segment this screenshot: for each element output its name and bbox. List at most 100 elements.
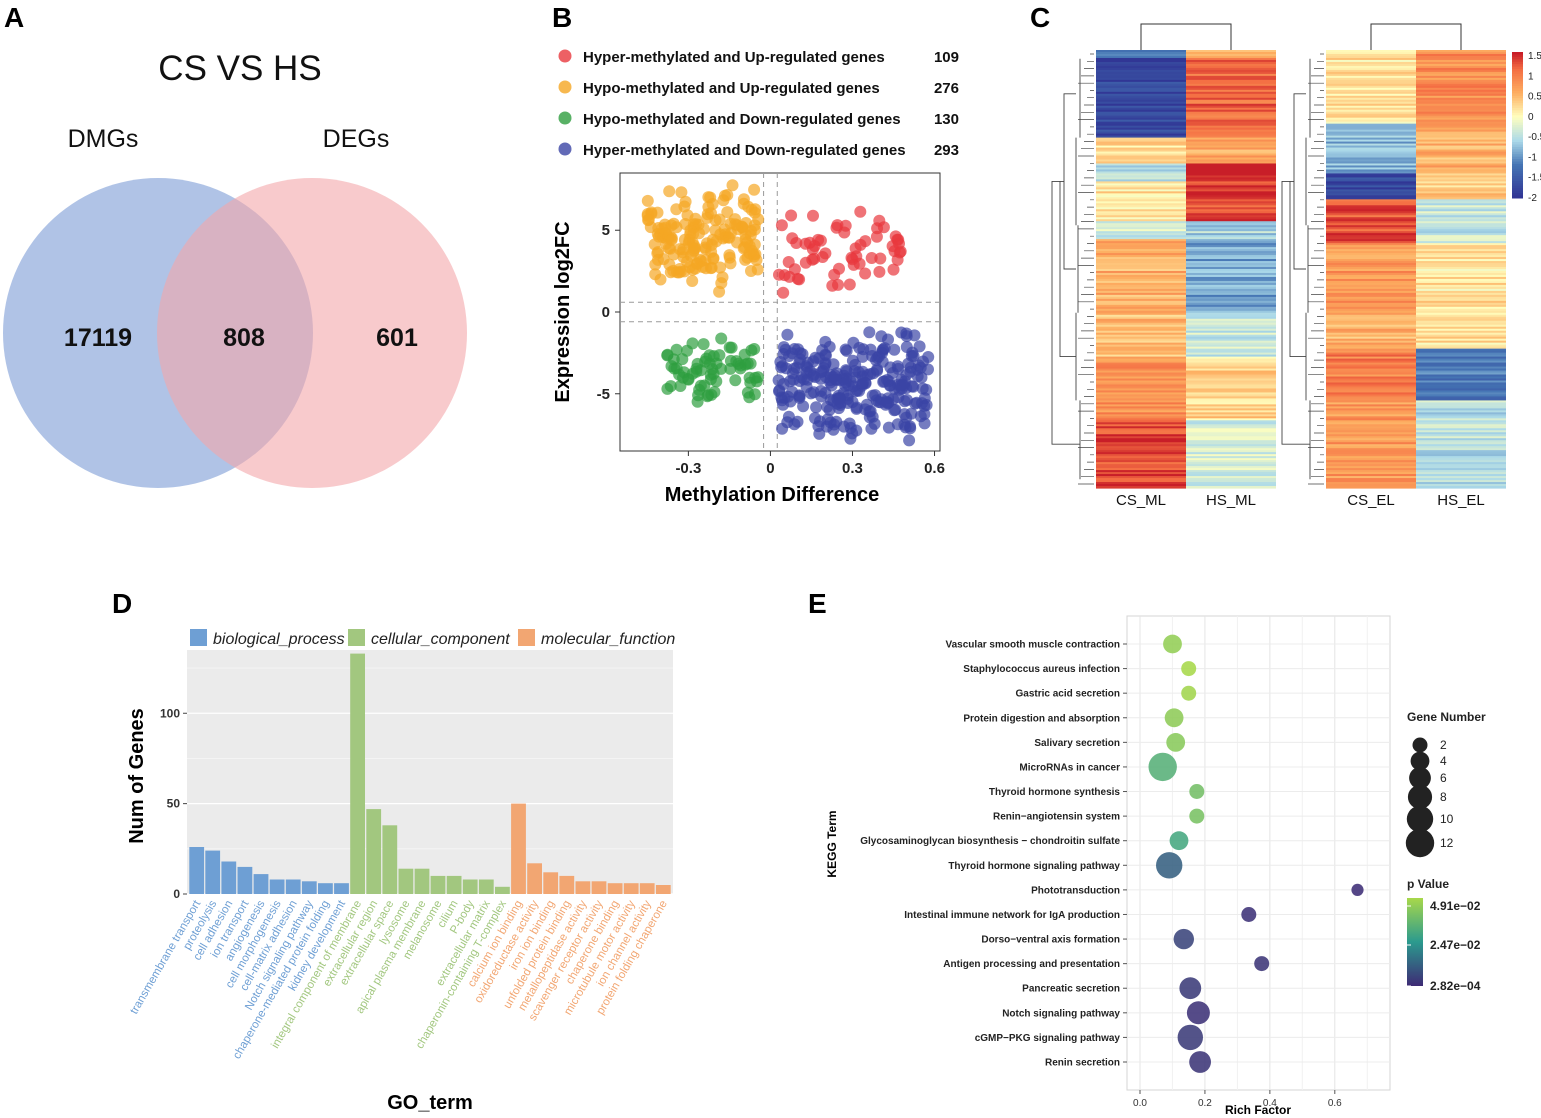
heatmap-cell [1096, 265, 1186, 268]
heatmap-cell [1326, 131, 1416, 135]
scatter-point [670, 343, 683, 356]
heatmap-cell [1186, 123, 1276, 127]
heatmap-cell [1416, 466, 1506, 469]
heatmap-cell [1326, 243, 1416, 246]
color-scale-segment [1512, 105, 1523, 109]
scatter-point [703, 349, 716, 362]
legend-label: Hyper-methylated and Down-regulated gene… [583, 142, 906, 159]
heatmap-cell [1416, 458, 1506, 461]
scatter-point [878, 342, 891, 355]
heatmap-cell [1186, 320, 1276, 324]
heatmap-cell [1186, 91, 1276, 95]
size-legend-dot [1407, 784, 1433, 810]
heatmap-cell [1186, 125, 1276, 129]
heatmap-cell [1096, 270, 1186, 274]
heatmap-cell [1416, 253, 1506, 256]
heatmap-cell [1186, 135, 1276, 139]
heatmap-cell [1326, 203, 1416, 206]
heatmap-cell [1416, 288, 1506, 292]
heatmap-cell [1416, 428, 1506, 431]
heatmap-cell [1416, 424, 1506, 427]
heatmap-cell [1416, 259, 1506, 262]
bar [575, 881, 591, 894]
heatmap-cell [1326, 476, 1416, 479]
heatmap-cell [1096, 155, 1186, 159]
heatmap-cell [1416, 430, 1506, 433]
scatter-point [821, 400, 834, 413]
heatmap-cell [1096, 330, 1186, 334]
heatmap-cell [1186, 261, 1276, 264]
heatmap-cell [1096, 103, 1186, 107]
heatmap-cell [1416, 141, 1506, 145]
scatter-point [663, 185, 676, 198]
heatmap-cell [1326, 320, 1416, 324]
heatmap-cell [1186, 476, 1276, 479]
heatmap-cell [1416, 65, 1506, 69]
heatmap-cell [1416, 195, 1506, 198]
heatmap-cell [1096, 416, 1186, 419]
color-scale-segment [1512, 110, 1523, 114]
heatmap-cell [1326, 406, 1416, 409]
color-scale-segment [1512, 144, 1523, 148]
heatmap-cell [1416, 308, 1506, 312]
heatmap-cell [1416, 163, 1506, 167]
heatmap-cell [1326, 368, 1416, 372]
heatmap-cell [1096, 428, 1186, 431]
scatter-point [706, 233, 719, 246]
heatmap-cell [1096, 97, 1186, 101]
heatmap-cell [1186, 241, 1276, 244]
heatmap-cell [1326, 237, 1416, 240]
heatmap-cell [1096, 95, 1186, 99]
heatmap-cell [1186, 302, 1276, 306]
venn-left-count: 17119 [64, 324, 132, 352]
heatmap-cell [1416, 366, 1506, 370]
heatmap-cell [1186, 71, 1276, 75]
kegg-bubble [1148, 752, 1177, 782]
heatmap-cell [1186, 53, 1276, 57]
heatmap-cell [1186, 480, 1276, 483]
heatmap-cell [1326, 165, 1416, 169]
heatmap-cell [1326, 259, 1416, 262]
heatmap-cell [1416, 294, 1506, 298]
kegg-bubble [1169, 831, 1189, 851]
heatmap-cell [1186, 342, 1276, 346]
heatmap-cell [1416, 71, 1506, 75]
color-scale-segment [1512, 81, 1523, 85]
heatmap-cell [1326, 119, 1416, 123]
heatmap-cell [1096, 205, 1186, 208]
color-scale-segment [1512, 151, 1523, 155]
heatmap-cell [1326, 294, 1416, 298]
heatmap-cell [1186, 181, 1276, 184]
heatmap-cell [1416, 227, 1506, 230]
scatter-point [641, 208, 654, 220]
heatmap-cell [1186, 265, 1276, 268]
heatmap-cell [1186, 255, 1276, 258]
heatmap-cell [1186, 414, 1276, 417]
scatter-point [839, 343, 852, 356]
heatmap-cell [1096, 394, 1186, 398]
heatmap-cell [1326, 280, 1416, 284]
heatmap-cell [1416, 79, 1506, 83]
heatmap-cell [1416, 199, 1506, 202]
color-legend-title: p Value [1407, 877, 1449, 891]
heatmap-cell [1416, 109, 1506, 113]
heatmap-cell [1416, 269, 1506, 272]
color-scale-segment [1512, 139, 1523, 143]
heatmap-cell [1096, 286, 1186, 290]
heatmap-cell [1416, 472, 1506, 475]
heatmap-cell [1186, 456, 1276, 459]
heatmap-cell [1096, 241, 1186, 244]
heatmap-cell [1186, 201, 1276, 204]
scatter-point [846, 354, 859, 367]
heatmap-cell [1186, 117, 1276, 121]
heatmap-cell [1186, 282, 1276, 286]
heatmap-cell [1416, 450, 1506, 453]
heatmap-cell [1416, 121, 1506, 125]
heatmap-cell [1326, 125, 1416, 129]
size-legend-dot [1406, 805, 1434, 833]
heatmap-cell [1186, 157, 1276, 161]
heatmap-cell [1096, 380, 1186, 384]
heatmap-cell [1326, 141, 1416, 145]
heatmap-cell [1096, 352, 1186, 356]
heatmap-cell [1416, 261, 1506, 264]
